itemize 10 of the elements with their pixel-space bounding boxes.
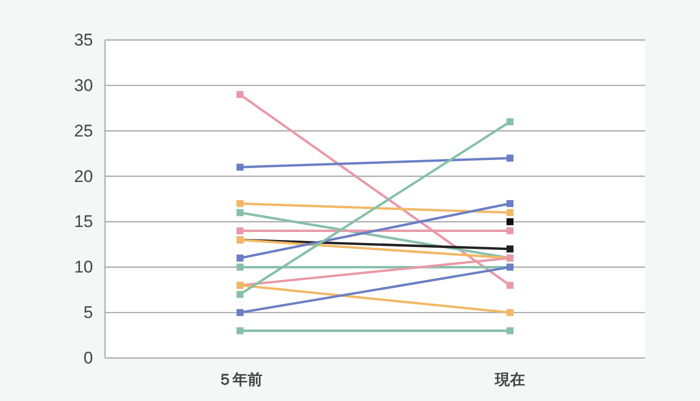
y-tick-label: 20 bbox=[74, 166, 93, 186]
y-tick-label: 25 bbox=[74, 121, 93, 140]
y-tick-label: 15 bbox=[74, 212, 93, 232]
y-tick-label: 10 bbox=[74, 258, 93, 277]
y-tick-label: 0 bbox=[84, 348, 93, 368]
x-tick-label: ５年前 bbox=[218, 372, 262, 388]
y-tick-label: 5 bbox=[84, 303, 93, 322]
x-tick-label: 現在 bbox=[495, 372, 525, 388]
y-tick-label: 35 bbox=[74, 30, 93, 50]
y-tick-label: 30 bbox=[74, 76, 93, 95]
